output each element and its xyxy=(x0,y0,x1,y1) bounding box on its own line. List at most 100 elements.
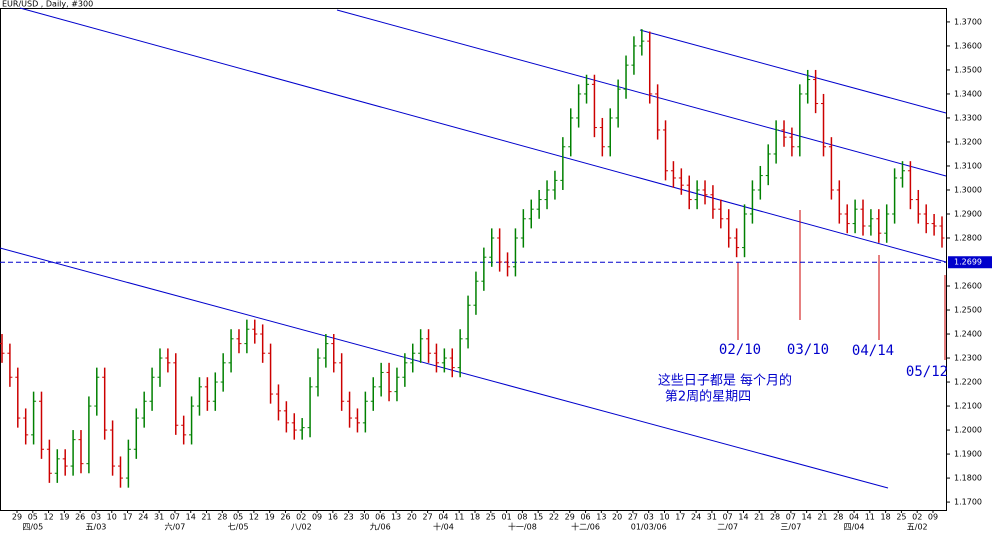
annotation: 05/12 xyxy=(906,364,948,380)
x-tick-label: 12 xyxy=(249,513,259,522)
y-tick-label: 1.3600 xyxy=(954,41,982,50)
x-tick-label: 29 xyxy=(565,513,575,522)
x-tick-label: 31 xyxy=(154,513,164,522)
y-tick-label: 1.2100 xyxy=(954,402,982,411)
y-tick-label: 1.3300 xyxy=(954,113,982,122)
x-tick-label: 20 xyxy=(407,513,417,522)
month-label: 十二/06 xyxy=(571,522,600,532)
x-tick-label: 27 xyxy=(423,513,433,522)
y-tick-label: 1.3000 xyxy=(954,185,982,194)
x-tick-label: 13 xyxy=(596,513,606,522)
y-tick-label: 1.2800 xyxy=(954,233,982,242)
month-label: 四/05 xyxy=(22,523,43,532)
month-label: 四/04 xyxy=(844,523,865,532)
x-tick-label: 14 xyxy=(738,513,748,522)
x-tick-label: 06 xyxy=(580,513,590,522)
month-label: 01/03/06 xyxy=(631,523,667,532)
x-tick-label: 06 xyxy=(375,513,385,522)
x-tick-label: 05 xyxy=(233,513,243,522)
x-tick-label: 16 xyxy=(328,513,338,522)
month-label: 八/02 xyxy=(291,523,312,532)
x-tick-label: 21 xyxy=(754,513,764,522)
month-label: 三/07 xyxy=(780,523,801,532)
x-tick-label: 24 xyxy=(138,513,148,522)
annotation: 04/14 xyxy=(852,343,894,359)
x-tick-label: 09 xyxy=(312,513,322,522)
x-tick-label: 17 xyxy=(122,513,132,522)
y-tick-label: 1.2900 xyxy=(954,209,982,218)
x-tick-label: 03 xyxy=(644,513,654,522)
reference-label-box xyxy=(948,256,992,269)
x-tick-label: 08 xyxy=(517,513,527,522)
month-label: 七/05 xyxy=(228,523,249,532)
x-tick-label: 29 xyxy=(12,513,22,522)
x-tick-label: 04 xyxy=(849,513,859,522)
annotation: 03/10 xyxy=(787,342,829,358)
x-tick-label: 11 xyxy=(865,513,875,522)
y-tick-label: 1.2300 xyxy=(954,354,982,363)
x-tick-label: 10 xyxy=(659,513,669,522)
y-tick-label: 1.3400 xyxy=(954,89,982,98)
y-tick-label: 1.3100 xyxy=(954,161,982,170)
x-tick-label: 07 xyxy=(170,513,180,522)
x-tick-label: 14 xyxy=(186,513,196,522)
x-tick-label: 18 xyxy=(881,513,891,522)
y-tick-label: 1.2200 xyxy=(954,378,982,387)
plot-frame xyxy=(0,8,947,511)
annotation: 这些日子都是 每个月的 xyxy=(658,373,792,389)
x-tick-label: 09 xyxy=(928,513,938,522)
x-tick-label: 01 xyxy=(501,513,511,522)
annotation: 第2周的星期四 xyxy=(665,389,751,405)
reference-label: 1.2699 xyxy=(954,258,982,267)
y-tick-label: 1.3500 xyxy=(954,65,982,74)
y-tick-label: 1.1900 xyxy=(954,450,982,459)
y-tick-label: 1.1700 xyxy=(954,498,982,507)
x-tick-label: 12 xyxy=(43,513,53,522)
y-tick-label: 1.3200 xyxy=(954,137,982,146)
month-label: 二/07 xyxy=(717,523,738,532)
month-label: 六/07 xyxy=(164,522,185,532)
trend-line xyxy=(19,7,947,263)
month-label: 五/03 xyxy=(86,523,107,532)
y-tick-label: 1.2000 xyxy=(954,426,982,435)
x-tick-label: 19 xyxy=(59,513,69,522)
x-tick-label: 18 xyxy=(470,513,480,522)
x-tick-label: 17 xyxy=(675,513,685,522)
x-tick-label: 20 xyxy=(612,513,622,522)
x-tick-label: 25 xyxy=(896,513,906,522)
x-tick-label: 10 xyxy=(107,513,117,522)
x-tick-label: 22 xyxy=(549,513,559,522)
y-tick-label: 1.2400 xyxy=(954,330,982,339)
x-tick-label: 19 xyxy=(265,513,275,522)
x-tick-label: 15 xyxy=(533,513,543,522)
x-tick-label: 14 xyxy=(802,513,812,522)
x-tick-label: 03 xyxy=(91,513,101,522)
x-tick-label: 28 xyxy=(770,513,780,522)
y-tick-label: 1.3700 xyxy=(954,17,982,26)
x-tick-label: 11 xyxy=(454,513,464,522)
x-tick-label: 23 xyxy=(344,513,354,522)
x-tick-label: 26 xyxy=(75,513,85,522)
y-tick-label: 1.2600 xyxy=(954,282,982,291)
y-tick-label: 1.2500 xyxy=(954,306,982,315)
month-label: 十一/08 xyxy=(508,522,537,532)
month-label: 九/06 xyxy=(370,523,391,532)
x-tick-label: 30 xyxy=(359,513,369,522)
trend-line xyxy=(336,9,947,177)
x-tick-label: 02 xyxy=(912,513,922,522)
x-tick-label: 27 xyxy=(628,513,638,522)
x-tick-label: 13 xyxy=(391,513,401,522)
x-tick-label: 21 xyxy=(201,513,211,522)
marker-lines xyxy=(737,210,946,360)
x-tick-label: 04 xyxy=(438,513,448,522)
x-tick-label: 25 xyxy=(486,513,496,522)
x-tick-label: 31 xyxy=(707,513,717,522)
trend-line xyxy=(639,29,947,114)
chart-title: EUR/USD , Daily, #300 xyxy=(2,0,93,9)
x-tick-label: 26 xyxy=(280,513,290,522)
x-tick-label: 21 xyxy=(817,513,827,522)
x-tick-label: 28 xyxy=(833,513,843,522)
x-tick-label: 28 xyxy=(217,513,227,522)
